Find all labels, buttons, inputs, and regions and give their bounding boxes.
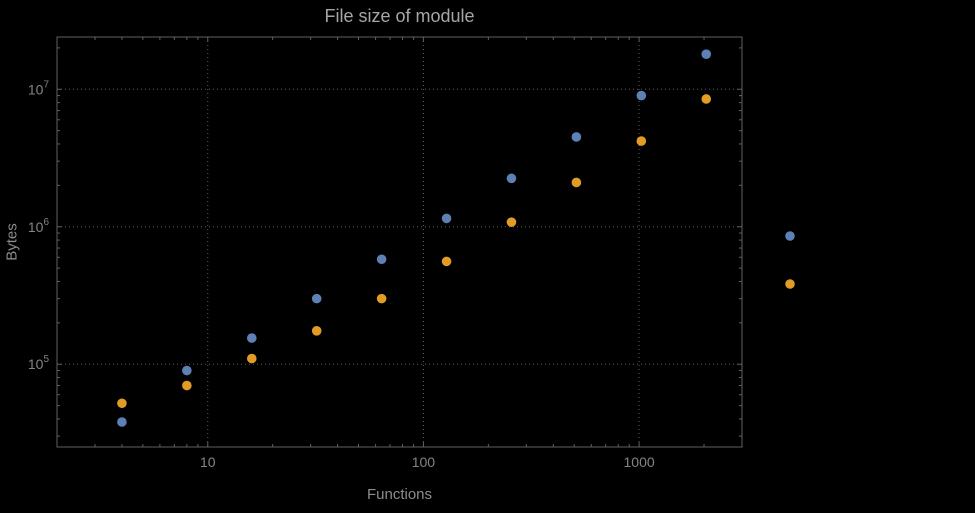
x-tick-label: 100 (412, 454, 436, 470)
x-axis-label: Functions (366, 486, 433, 503)
data-point-blue (311, 293, 322, 304)
data-point-blue (376, 254, 387, 265)
y-tick-label: 105 (28, 354, 50, 372)
data-point-orange (182, 380, 192, 391)
data-point-orange (571, 177, 582, 188)
data-point-orange (311, 326, 322, 336)
data-point-orange (701, 94, 712, 104)
data-point-orange (441, 256, 452, 267)
y-tick-label: 106 (28, 217, 50, 235)
data-point-orange (636, 136, 647, 146)
data-point-orange (376, 293, 387, 304)
legend-marker-2 (785, 279, 795, 289)
y-tick-label: 107 (28, 79, 50, 97)
data-point-blue (246, 333, 257, 343)
data-point-orange (506, 217, 517, 227)
data-point-blue (182, 365, 192, 376)
data-point-blue (117, 417, 127, 427)
data-point-blue (506, 173, 517, 184)
data-point-blue (441, 213, 452, 224)
data-point-orange (117, 398, 127, 409)
data-point-blue (701, 49, 712, 59)
x-tick-label: 1000 (624, 454, 655, 470)
chart-title: File size of module (324, 6, 475, 26)
data-point-blue (636, 90, 647, 101)
data-point-blue (571, 132, 582, 142)
plot-frame (56, 36, 743, 448)
x-tick-label: 10 (200, 454, 216, 470)
data-point-orange (246, 353, 257, 364)
legend-marker-1 (785, 231, 795, 241)
y-axis-label: Bytes (3, 223, 21, 261)
